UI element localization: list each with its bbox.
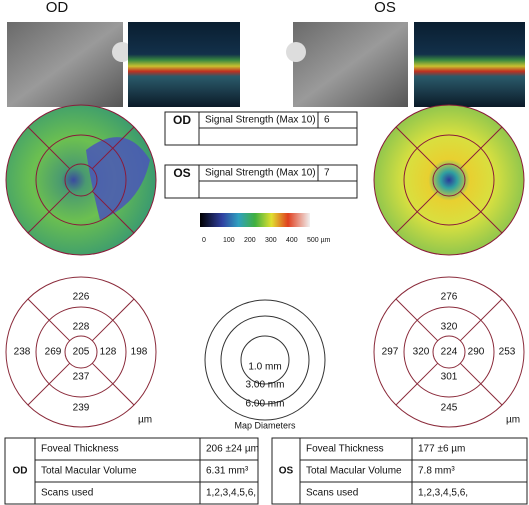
ring <box>64 335 98 369</box>
unit: µm <box>506 415 520 426</box>
optic-disc <box>286 42 306 62</box>
fundus-image <box>7 22 123 107</box>
sector-line <box>91 126 135 170</box>
map-diameters <box>204 299 326 421</box>
ring <box>35 134 127 226</box>
thickness-value: 276 <box>441 292 458 303</box>
thickness-value: 297 <box>382 347 399 358</box>
ring <box>403 306 495 398</box>
row-label: Total Macular Volume <box>306 466 402 477</box>
ring <box>432 335 466 369</box>
thickness-value: 226 <box>73 292 90 303</box>
ring <box>403 134 495 226</box>
sector-line <box>91 298 135 342</box>
scale-label: 0 <box>202 237 206 244</box>
sector-line <box>395 298 439 342</box>
scale-label: 300 <box>265 237 277 244</box>
ring <box>5 104 157 256</box>
ring-label: 3.00 mm <box>246 380 285 391</box>
row-value: 177 ±6 µm <box>418 444 465 455</box>
fundus-image <box>293 22 408 107</box>
sector-line <box>395 126 439 170</box>
row-label: Foveal Thickness <box>306 444 384 455</box>
thickness-value: 290 <box>468 347 485 358</box>
eye-label: OD <box>13 466 28 477</box>
row-label: Scans used <box>41 488 93 499</box>
thickness-value: 239 <box>73 403 90 414</box>
sector-line <box>27 298 71 342</box>
eye-label: OS <box>374 0 396 16</box>
sector-line <box>27 126 71 170</box>
row-label: Scans used <box>306 488 358 499</box>
sector-line <box>27 362 71 406</box>
signal-box: OD Signal Strength (Max 10) 6 <box>164 111 358 146</box>
thickness-value: 320 <box>441 322 458 333</box>
ring-label: 1.0 mm <box>248 362 281 373</box>
thin-region <box>86 137 150 220</box>
scale-label: 500 µm <box>307 237 331 244</box>
thickness-value: 128 <box>100 347 117 358</box>
thickness-value: 269 <box>45 347 62 358</box>
thickness-value: 245 <box>441 403 458 414</box>
thickness-value: 237 <box>73 372 90 383</box>
ring-label: 6.00 mm <box>246 399 285 410</box>
optic-disc <box>112 42 132 62</box>
thickness-value: 320 <box>413 347 430 358</box>
signal-label: Signal Strength (Max 10) <box>205 168 316 179</box>
oct-scan <box>128 22 240 107</box>
row-value: 6.31 mm³ <box>206 466 249 477</box>
thickness-value: 205 <box>73 347 90 358</box>
ring <box>35 306 127 398</box>
scale-label: 200 <box>244 237 256 244</box>
thickness-value: 224 <box>441 347 458 358</box>
map-title: Map Diameters <box>234 420 296 430</box>
summary-table <box>271 437 528 505</box>
signal-value: 6 <box>324 115 330 126</box>
color-scale <box>200 213 310 227</box>
sector-line <box>91 190 135 234</box>
sector-line <box>459 126 503 170</box>
signal-value: 7 <box>324 168 330 179</box>
row-value: 206 ±24 µm <box>206 444 259 455</box>
thickness-value: 198 <box>131 347 148 358</box>
scale-label: 400 <box>286 237 298 244</box>
scale-label: 100 <box>223 237 235 244</box>
thickness-value: 301 <box>441 372 458 383</box>
row-label: Foveal Thickness <box>41 444 119 455</box>
oct-scan <box>414 22 525 107</box>
sector-line <box>459 190 503 234</box>
thickness-value: 253 <box>499 347 516 358</box>
eye-label: OS <box>279 466 294 477</box>
ring <box>64 163 98 197</box>
sector-line <box>459 362 503 406</box>
sector-line <box>459 298 503 342</box>
row-value: 1,2,3,4,5,6, <box>418 488 468 499</box>
sector-line <box>27 190 71 234</box>
sector-line <box>395 362 439 406</box>
signal-label: Signal Strength (Max 10) <box>205 115 316 126</box>
unit: µm <box>138 415 152 426</box>
ring <box>373 276 525 428</box>
eye-label: OD <box>173 113 191 127</box>
ring <box>373 104 525 256</box>
row-value: 1,2,3,4,5,6, <box>206 488 256 499</box>
ring <box>5 276 157 428</box>
eye-label: OS <box>173 166 190 180</box>
thickness-value: 238 <box>14 347 31 358</box>
eye-label: OD <box>46 0 69 16</box>
signal-box: OS Signal Strength (Max 10) 7 <box>164 164 358 199</box>
thickness-value: 228 <box>73 322 90 333</box>
row-label: Total Macular Volume <box>41 466 137 477</box>
sector-line <box>91 362 135 406</box>
summary-table <box>4 437 259 505</box>
ring <box>432 163 466 197</box>
row-value: 7.8 mm³ <box>418 466 455 477</box>
sector-line <box>395 190 439 234</box>
